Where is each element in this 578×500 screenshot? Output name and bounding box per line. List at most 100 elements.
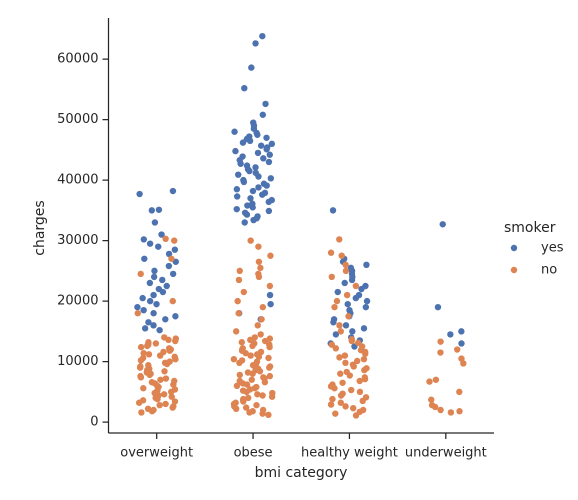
point [266,363,274,370]
point [150,310,157,317]
point [352,294,360,302]
point [341,279,348,287]
point [266,282,274,290]
x-tick-label: underweight [405,446,487,461]
point [155,206,163,213]
point [334,288,341,296]
point [255,173,262,180]
point [259,191,266,198]
point [248,64,255,71]
point [362,303,370,311]
point [259,303,267,311]
point [249,408,256,415]
point [332,410,339,417]
point [360,355,368,363]
point [327,401,335,408]
point [342,261,349,269]
point [236,371,244,379]
point [161,334,168,341]
legend-marker [510,244,518,252]
point [139,354,147,362]
point [232,328,240,335]
point [266,151,273,158]
y-tick-label: 50000 [57,112,98,127]
point [255,273,263,281]
point [145,339,152,346]
point [171,237,178,244]
point [156,326,163,334]
point [166,358,173,365]
point [172,313,179,320]
point [253,401,260,409]
point [267,300,274,308]
point [342,322,350,329]
point [236,267,243,275]
point [337,370,344,377]
point [266,335,274,342]
point [170,403,177,410]
point [454,346,461,353]
point [140,385,147,392]
point [342,267,350,275]
point [342,359,349,367]
point [153,300,160,308]
point [257,331,264,338]
point [329,207,337,214]
point [239,345,246,352]
point [233,382,241,390]
point [237,160,244,167]
point [339,390,346,397]
point [165,345,173,352]
point [232,399,239,406]
point [262,100,269,108]
point [328,273,335,281]
legend-label: yes [541,241,564,256]
point [160,391,168,398]
point [260,374,267,381]
point [342,403,349,410]
point [361,374,368,381]
point [244,369,252,376]
point [330,319,337,326]
point [254,131,261,138]
point [336,322,343,329]
point [254,322,261,329]
point [432,376,440,383]
point [162,316,169,323]
x-tick-label: healthy weight [301,446,398,461]
y-axis-label: charges [32,200,48,255]
point [431,403,439,411]
point [231,128,238,135]
point [150,273,158,281]
point [159,288,167,296]
point [259,111,267,118]
point [140,306,147,314]
point [257,142,265,149]
point [235,171,242,178]
point [259,32,266,40]
point [328,341,336,348]
point [134,310,141,317]
point [363,297,371,305]
point [151,219,159,226]
y-tick-label: 60000 [57,52,98,67]
point [343,291,351,299]
point [265,198,272,206]
point [171,377,178,385]
point [266,372,274,380]
point [447,409,455,416]
point [160,348,167,356]
point [255,365,262,373]
point [156,401,163,409]
point [232,147,239,155]
point [348,276,356,284]
point [437,406,444,414]
point [263,146,270,153]
point [241,219,248,226]
point [337,399,344,406]
point [234,297,241,305]
point [447,331,454,338]
point [437,338,444,345]
point [247,237,254,244]
point [171,386,179,393]
